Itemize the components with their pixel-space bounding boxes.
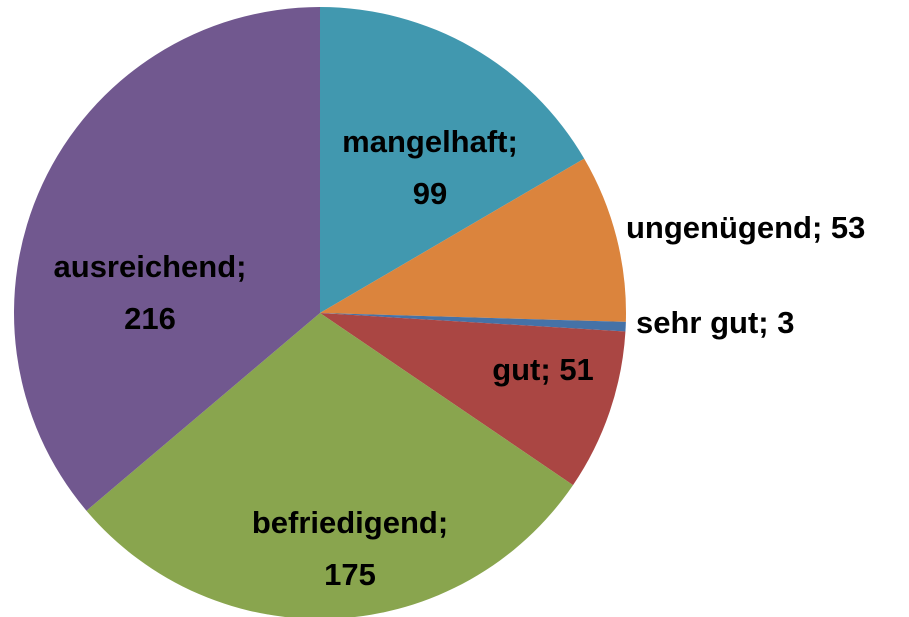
data-label-line: 99: [413, 176, 447, 211]
data-label-line: 175: [324, 557, 376, 592]
data-label-line: 216: [124, 301, 176, 336]
data-label-line: befriedigend;: [252, 505, 448, 540]
data-label-line: mangelhaft;: [342, 124, 518, 159]
pie-slice: [13, 7, 321, 511]
data-label: mangelhaft; 99: [342, 124, 518, 211]
pie-slice: [320, 313, 626, 486]
data-label-line: ausreichend;: [54, 249, 247, 284]
data-label: sehr gut; 3: [636, 305, 794, 340]
data-label: ungenügend; 53: [626, 210, 865, 245]
data-label: gut; 51: [492, 352, 594, 387]
data-label: befriedigend; 175: [252, 505, 448, 592]
pie-slice: [86, 313, 574, 617]
pie-slice: [320, 7, 585, 313]
pie-slice: [320, 158, 626, 322]
data-label: ausreichend; 216: [54, 249, 247, 336]
pie-slice: [320, 313, 626, 332]
